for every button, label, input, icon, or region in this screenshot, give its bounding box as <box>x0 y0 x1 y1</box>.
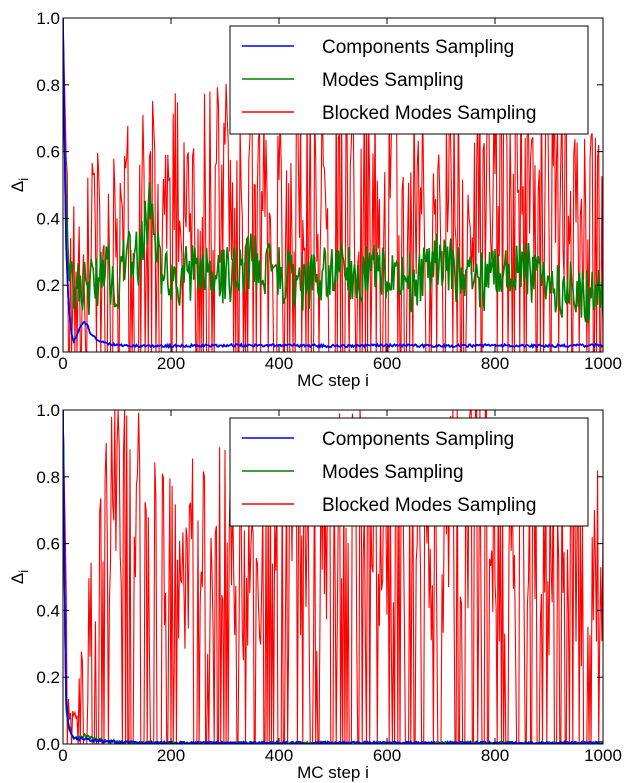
legend-label: Modes Sampling <box>322 70 464 91</box>
chart-panel-1: 0 200 400 600 800 1000 0.0 0.2 0.4 0.6 0.8 1.0 MC st… <box>8 9 622 390</box>
x-tick-label: 600 <box>373 746 401 765</box>
plot-frame <box>62 17 604 353</box>
series-line-blocked-modes-sampling <box>63 18 603 352</box>
y-tick-label: 0.0 <box>36 343 60 362</box>
x-tick-label: 800 <box>481 354 509 373</box>
legend-label: Blocked Modes Sampling <box>322 495 536 516</box>
series-line-modes-sampling <box>63 84 603 324</box>
series-lines <box>63 18 603 352</box>
x-tick-label: 600 <box>373 354 401 373</box>
y-axis-label: Δi <box>8 178 31 192</box>
legend-label: Modes Sampling <box>322 462 464 483</box>
y-tick-label: 0.4 <box>36 209 60 228</box>
x-tick-label: 1000 <box>584 354 622 373</box>
x-tick-label: 0 <box>58 746 67 765</box>
x-axis-label: MC step i <box>297 371 369 390</box>
legend: Components Sampling Modes Sampling Blocked… <box>229 417 589 527</box>
x-tick-label: 1000 <box>584 746 622 765</box>
x-tick-label: 800 <box>481 746 509 765</box>
legend-box <box>229 25 589 135</box>
legend: Components Sampling Modes Sampling Blocked… <box>229 25 589 135</box>
y-tick-label: 0.6 <box>36 143 60 162</box>
x-axis-label: MC step i <box>297 763 369 782</box>
y-axis-label: Δi <box>8 570 31 584</box>
legend-box <box>229 417 589 527</box>
y-tick-label: 0.2 <box>36 668 60 687</box>
y-tick-label: 0.2 <box>36 276 60 295</box>
x-tick-label: 200 <box>157 746 185 765</box>
y-tick-label: 0.4 <box>36 601 60 620</box>
y-tick-label: 1.0 <box>36 401 60 420</box>
y-tick-label: 0.8 <box>36 76 60 95</box>
x-tick-label: 400 <box>265 354 293 373</box>
legend-label: Components Sampling <box>322 429 514 450</box>
y-tick-label: 0.8 <box>36 468 60 487</box>
x-tick-label: 200 <box>157 354 185 373</box>
series-line-blocked-modes-sampling <box>63 410 603 744</box>
y-tick-label: 0.0 <box>36 735 60 754</box>
plot-frame <box>62 409 604 745</box>
x-tick-label: 0 <box>58 354 67 373</box>
legend-label: Components Sampling <box>322 37 514 58</box>
series-line-overlay-components-sampling <box>63 18 603 350</box>
legend-label: Blocked Modes Sampling <box>322 103 536 124</box>
chart-panel-2: 0 200 400 600 800 1000 0.0 0.2 0.4 0.6 0.8 1.0 MC st… <box>8 401 622 782</box>
x-tick-label: 400 <box>265 746 293 765</box>
y-tick-label: 0.6 <box>36 535 60 554</box>
y-tick-label: 1.0 <box>36 9 60 28</box>
